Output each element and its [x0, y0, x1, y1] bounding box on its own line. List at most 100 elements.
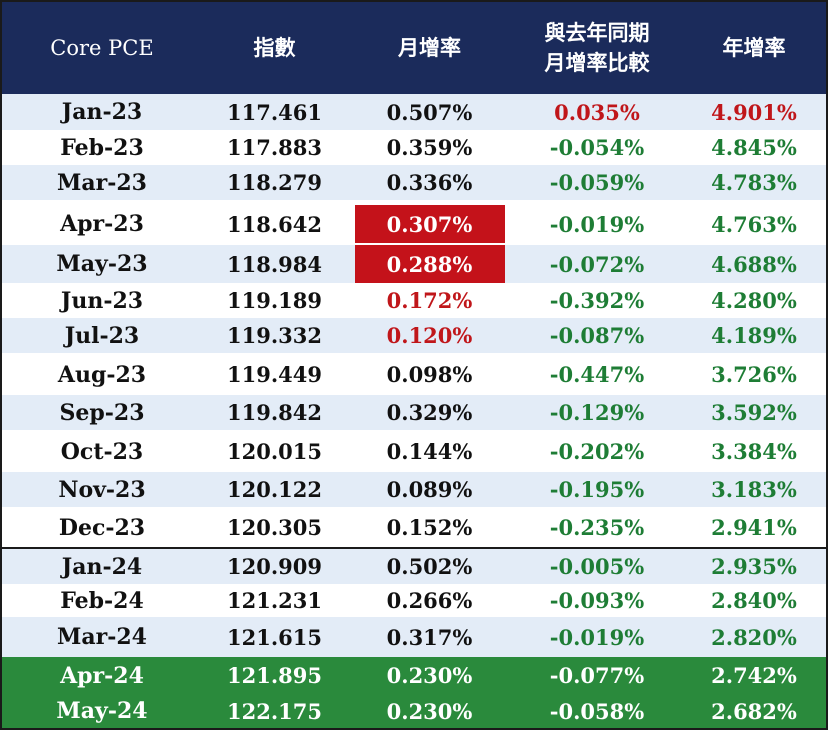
- cell-month: Mar-24: [57, 624, 147, 650]
- cell-mom: 0.089%: [386, 477, 473, 502]
- table-row: Mar-24 121.615 0.317% -0.019% 2.820%: [2, 617, 826, 657]
- table-row: Feb-23 117.883 0.359% -0.054% 4.845%: [2, 130, 826, 165]
- cell-index: 119.842: [227, 400, 322, 425]
- cell-yoy: 3.384%: [711, 439, 797, 464]
- cell-diff: -0.392%: [549, 288, 645, 313]
- cell-month: Oct-23: [60, 438, 144, 465]
- cell-month: Sep-23: [59, 399, 145, 426]
- table-row: Nov-23 120.122 0.089% -0.195% 3.183%: [2, 472, 826, 507]
- cell-mom: 0.098%: [386, 362, 473, 387]
- cell-diff: -0.195%: [549, 477, 645, 502]
- cell-yoy: 3.726%: [711, 362, 797, 387]
- cell-index: 117.883: [227, 135, 322, 160]
- cell-mom: 0.359%: [386, 135, 473, 160]
- cell-mom: 0.502%: [386, 554, 473, 579]
- cell-month: Mar-23: [57, 169, 147, 196]
- cell-mom: 0.230%: [386, 698, 473, 724]
- cell-diff: -0.005%: [549, 554, 645, 579]
- table-row: May-23 118.984 0.288% -0.072% 4.688%: [2, 245, 826, 283]
- cell-diff: -0.093%: [549, 588, 645, 613]
- cell-mom: 0.144%: [386, 439, 473, 464]
- table-row: Oct-23 120.015 0.144% -0.202% 3.384%: [2, 434, 826, 469]
- cell-index: 119.449: [227, 362, 322, 387]
- cell-diff: -0.087%: [549, 323, 645, 348]
- cell-mom: 0.266%: [386, 588, 473, 613]
- cell-yoy: 4.783%: [711, 170, 797, 195]
- table-row: Jan-23 117.461 0.507% 0.035% 4.901%: [2, 94, 826, 130]
- cell-month: Apr-24: [60, 662, 144, 689]
- table-row: Aug-23 119.449 0.098% -0.447% 3.726%: [2, 357, 826, 392]
- cell-diff: 0.035%: [554, 99, 640, 125]
- cell-month: Jul-23: [64, 322, 140, 349]
- cell-yoy: 4.763%: [711, 211, 797, 237]
- header-index: 指數: [253, 35, 296, 60]
- cell-yoy: 2.840%: [711, 588, 797, 613]
- cell-index: 119.332: [227, 323, 322, 348]
- cell-mom: 0.507%: [386, 99, 473, 125]
- cell-index: 118.984: [227, 251, 322, 277]
- cell-index: 120.305: [227, 515, 322, 540]
- cell-month: Nov-23: [58, 476, 146, 503]
- table-header: Core PCE 指數 月增率 與去年同期 月增率比較 年增率: [2, 2, 826, 96]
- cell-month: Dec-23: [58, 514, 146, 541]
- cell-mom: 0.230%: [386, 663, 473, 688]
- cell-index: 117.461: [227, 99, 322, 125]
- cell-diff: -0.077%: [549, 663, 645, 688]
- cell-index: 120.015: [227, 439, 322, 464]
- cell-diff: -0.059%: [549, 170, 645, 195]
- cell-mom: 0.317%: [386, 624, 473, 650]
- cell-diff: -0.447%: [549, 362, 645, 387]
- cell-diff: -0.054%: [549, 135, 645, 160]
- cell-diff: -0.202%: [549, 439, 645, 464]
- cell-index: 119.189: [227, 288, 322, 313]
- cell-index: 118.642: [227, 211, 322, 237]
- cell-yoy: 3.592%: [711, 400, 797, 425]
- cell-mom-highlighted: 0.307%: [354, 205, 505, 243]
- cell-diff: -0.019%: [549, 211, 645, 237]
- cell-month: May-24: [56, 698, 148, 724]
- cell-diff: -0.235%: [549, 515, 645, 540]
- cell-month: Jan-24: [61, 553, 143, 580]
- table-row: Dec-23 120.305 0.152% -0.235% 2.941%: [2, 510, 826, 545]
- cell-diff: -0.058%: [549, 698, 645, 724]
- header-core-pce: Core PCE: [50, 36, 154, 60]
- table-row: Jan-24 120.909 0.502% -0.005% 2.935%: [2, 547, 826, 584]
- cell-index: 118.279: [227, 170, 322, 195]
- table-row: Jun-23 119.189 0.172% -0.392% 4.280%: [2, 283, 826, 318]
- cell-mom: 0.329%: [386, 400, 473, 425]
- cell-yoy: 2.682%: [711, 698, 797, 724]
- cell-yoy: 4.688%: [711, 251, 797, 277]
- cell-diff: -0.019%: [549, 624, 645, 650]
- cell-month: May-23: [56, 251, 148, 277]
- cell-yoy: 2.820%: [711, 624, 797, 650]
- cell-index: 121.231: [227, 588, 322, 613]
- cell-yoy: 2.742%: [711, 663, 797, 688]
- cell-month: Aug-23: [57, 361, 147, 388]
- cell-index: 121.615: [227, 624, 322, 650]
- cell-mom: 0.336%: [386, 170, 473, 195]
- table-row-highlighted: Apr-24 121.895 0.230% -0.077% 2.742%: [2, 657, 826, 694]
- cell-month: Feb-23: [60, 134, 144, 161]
- cell-month: Feb-24: [60, 587, 144, 614]
- cell-mom: 0.152%: [386, 515, 473, 540]
- header-yoy: 年增率: [722, 35, 786, 60]
- cell-yoy: 4.845%: [711, 135, 797, 160]
- cell-yoy: 4.901%: [711, 99, 797, 125]
- cell-index: 121.895: [227, 663, 322, 688]
- cell-month: Jun-23: [60, 287, 144, 314]
- cell-yoy: 2.935%: [711, 554, 797, 579]
- header-yoy-mom-comparison: 與去年同期 月增率比較: [544, 20, 650, 75]
- table-row: Jul-23 119.332 0.120% -0.087% 4.189%: [2, 318, 826, 353]
- cell-mom: 0.120%: [386, 323, 473, 348]
- cell-index: 120.909: [227, 554, 322, 579]
- cell-index: 122.175: [227, 698, 322, 724]
- cell-diff: -0.072%: [549, 251, 645, 277]
- header-mom: 月增率: [398, 35, 461, 60]
- cell-yoy: 4.280%: [711, 288, 797, 313]
- cell-yoy: 2.941%: [711, 515, 797, 540]
- cell-diff: -0.129%: [549, 400, 645, 425]
- cell-yoy: 4.189%: [711, 323, 797, 348]
- table-row: Feb-24 121.231 0.266% -0.093% 2.840%: [2, 584, 826, 617]
- cell-mom-highlighted: 0.288%: [354, 245, 505, 283]
